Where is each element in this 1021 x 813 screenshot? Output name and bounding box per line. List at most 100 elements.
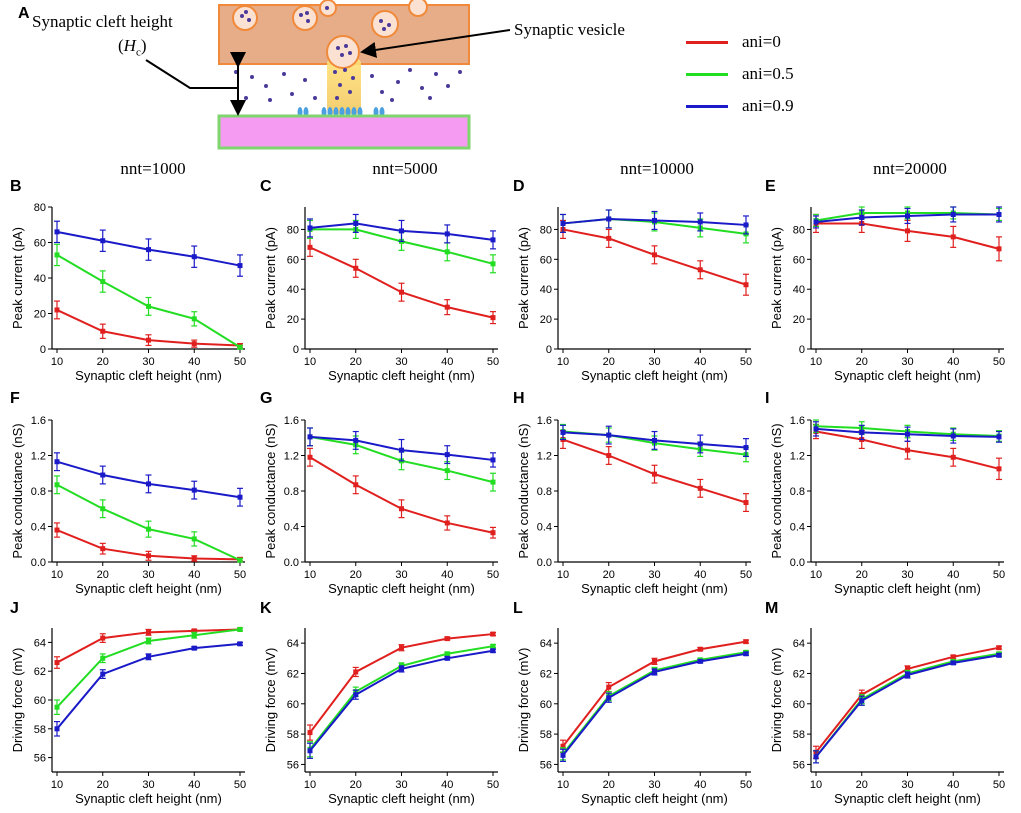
- x-tick-label: 50: [993, 356, 1005, 368]
- x-tick-label: 20: [97, 779, 109, 791]
- legend-label-ani0: ani=0: [742, 32, 781, 51]
- data-point-ani09: [560, 429, 566, 435]
- data-point-ani05: [54, 482, 60, 488]
- x-axis-title: Synaptic cleft height (nm): [581, 581, 728, 596]
- panel-label-M: M: [765, 600, 779, 617]
- data-point-ani09: [697, 441, 703, 447]
- panel-label-K: K: [260, 600, 272, 617]
- data-point-ani05: [146, 638, 151, 644]
- y-tick-label: 20: [540, 314, 552, 326]
- synapse-diagram: [145, 0, 511, 150]
- chart-E: 0 20 40 60 80 10 20 30 40 50 Synaptic cleft height…: [769, 206, 1005, 383]
- data-point-ani0: [490, 631, 496, 637]
- panel-label-J: J: [10, 600, 19, 617]
- data-point-ani09: [100, 238, 106, 244]
- y-tick-label: 1.6: [790, 415, 805, 427]
- data-point-ani09: [399, 228, 404, 234]
- data-point-ani09: [237, 263, 243, 269]
- data-point-ani09: [307, 225, 313, 231]
- data-point-ani05: [490, 261, 496, 267]
- data-point-ani09: [191, 487, 197, 493]
- data-point-ani09: [100, 472, 106, 478]
- data-point-ani09: [996, 434, 1002, 440]
- x-tick-label: 20: [97, 356, 109, 368]
- data-point-ani09: [950, 433, 956, 439]
- data-point-ani0: [444, 636, 450, 642]
- data-point-ani09: [859, 214, 865, 220]
- data-point-ani0: [353, 482, 359, 488]
- panel-label-B: B: [10, 178, 22, 195]
- x-axis-title: Synaptic cleft height (nm): [75, 368, 222, 383]
- y-axis-title: Peak conductance (nS): [263, 423, 278, 558]
- data-point-ani09: [353, 692, 359, 698]
- cleft-symbol-sub: c: [135, 46, 141, 59]
- x-tick-label: 30: [142, 569, 154, 581]
- chart-I: 0.0 0.4 0.8 1.2 1.6 10 20 30 40 50 Synaptic cleft …: [769, 415, 1005, 596]
- data-point-ani0: [191, 628, 197, 634]
- panel-label-F: F: [10, 390, 20, 407]
- y-tick-label: 0.4: [790, 522, 805, 534]
- x-tick-label: 20: [856, 569, 868, 581]
- data-point-ani0: [191, 555, 197, 561]
- y-axis-title: Peak conductance (nS): [10, 423, 25, 558]
- x-tick-label: 10: [810, 356, 822, 368]
- x-axis-title: Synaptic cleft height (nm): [328, 368, 475, 383]
- y-tick-label: 0: [293, 344, 299, 356]
- data-point-ani09: [307, 748, 313, 754]
- vesicle-label: Synaptic vesicle: [514, 20, 625, 39]
- data-point-ani09: [859, 698, 865, 704]
- data-point-ani09: [560, 220, 566, 226]
- legend-item-ani09: ani=0.9: [686, 96, 794, 116]
- column-title-20000: nnt=20000: [873, 159, 947, 178]
- x-axis-title: Synaptic cleft height (nm): [834, 791, 981, 806]
- y-axis-title: Driving force (mV): [263, 648, 278, 753]
- y-tick-label: 56: [793, 759, 805, 771]
- y-tick-label: 58: [793, 729, 805, 741]
- data-point-ani09: [353, 437, 359, 443]
- vesicle-label-pointer: [360, 29, 511, 58]
- data-point-ani0: [905, 447, 910, 453]
- vesicles-group: [232, 0, 428, 38]
- data-point-ani05: [237, 557, 243, 563]
- data-point-ani0: [743, 282, 749, 288]
- data-point-ani09: [905, 672, 910, 678]
- x-axis-title: Synaptic cleft height (nm): [581, 368, 728, 383]
- x-tick-label: 10: [557, 569, 569, 581]
- data-point-ani09: [353, 220, 359, 226]
- x-tick-label: 40: [441, 779, 453, 791]
- data-point-ani0: [307, 244, 313, 250]
- x-tick-label: 20: [856, 779, 868, 791]
- data-point-ani05: [191, 316, 197, 322]
- x-axis-title: Synaptic cleft height (nm): [834, 368, 981, 383]
- data-point-ani09: [100, 671, 106, 677]
- data-point-ani0: [697, 646, 703, 652]
- data-point-ani05: [490, 479, 496, 485]
- y-tick-label: 56: [540, 759, 552, 771]
- chart-M: 56 58 60 62 64 10 20 30 40 50 Synaptic cleft heigh…: [769, 628, 1005, 806]
- x-tick-label: 10: [304, 779, 316, 791]
- y-tick-label: 0.8: [537, 486, 552, 498]
- data-point-ani0: [697, 267, 703, 273]
- y-tick-label: 56: [287, 759, 299, 771]
- data-point-ani0: [54, 527, 60, 533]
- data-point-ani09: [606, 695, 612, 701]
- y-axis-title: Driving force (mV): [516, 648, 531, 753]
- data-point-ani0: [950, 654, 956, 660]
- chart-J: 56 58 60 62 64 10 20 30 40 50 Synaptic cleft heigh…: [10, 626, 246, 806]
- x-tick-label: 20: [97, 569, 109, 581]
- y-tick-label: 0: [799, 344, 805, 356]
- cleft-height-symbol: (Hc): [118, 36, 147, 59]
- data-point-ani05: [444, 651, 450, 657]
- data-point-ani09: [743, 222, 749, 228]
- x-tick-label: 40: [694, 356, 706, 368]
- x-axis-title: Synaptic cleft height (nm): [75, 791, 222, 806]
- data-point-ani05: [237, 626, 243, 632]
- y-axis-title: Peak current (pA): [263, 227, 278, 329]
- x-tick-label: 30: [142, 779, 154, 791]
- legend-swatch-ani09: [686, 104, 728, 108]
- y-tick-label: 62: [540, 668, 552, 680]
- x-tick-label: 30: [648, 569, 660, 581]
- x-tick-label: 10: [557, 779, 569, 791]
- data-point-ani09: [743, 445, 749, 451]
- panel-label-C: C: [260, 178, 272, 195]
